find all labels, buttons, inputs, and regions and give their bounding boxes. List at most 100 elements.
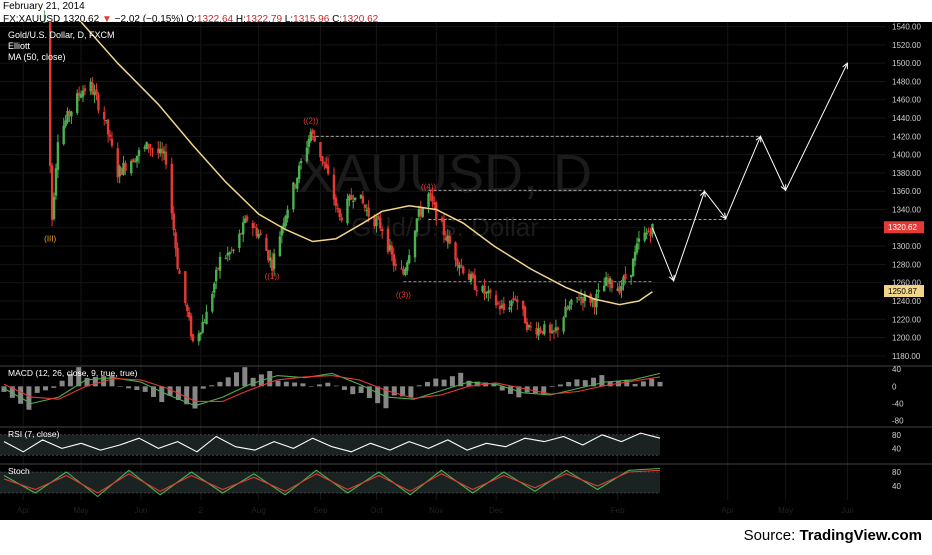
- candle-body: [631, 258, 635, 277]
- candle-body: [110, 138, 114, 146]
- candle-body: [514, 299, 517, 301]
- price-tick-label: 1540.00: [892, 23, 921, 32]
- close-value: 1320.62: [342, 14, 379, 25]
- candle-body: [340, 217, 343, 221]
- candle-body: [124, 162, 127, 171]
- candle-body: [496, 303, 500, 305]
- candle-body: [589, 294, 592, 304]
- candle-body: [350, 195, 353, 200]
- price-tick-label: 1500.00: [892, 59, 921, 68]
- macd-histogram-bar: [325, 382, 331, 387]
- candle-body: [133, 161, 137, 163]
- candle-body: [83, 88, 87, 92]
- indicator-tick-label: 40: [892, 365, 901, 374]
- candle-body: [286, 209, 289, 219]
- candle-body: [442, 220, 446, 236]
- candle-body: [189, 315, 193, 337]
- price-tick-label: 1300.00: [892, 242, 921, 251]
- candle-body: [527, 325, 531, 328]
- candle-body: [203, 322, 206, 324]
- macd-histogram-bar: [657, 381, 663, 387]
- macd-histogram-bar: [300, 383, 306, 387]
- candle-body: [556, 327, 560, 331]
- price-axis[interactable]: 1180.00 1200.00 1220.00 1240.00 1260.00 1280.…: [892, 23, 921, 361]
- wave-label: ((2)): [303, 117, 318, 126]
- candlesticks: [43, 10, 654, 346]
- candle-body: [421, 207, 424, 217]
- candle-body: [462, 266, 465, 274]
- time-tick-label: May: [778, 506, 793, 515]
- candle-body: [242, 222, 245, 235]
- candle-body: [232, 249, 235, 251]
- wave-label: ((4)): [421, 182, 436, 191]
- macd-histogram-bar: [117, 386, 123, 387]
- time-tick-label: 2: [199, 506, 204, 515]
- macd-histogram-bar: [283, 381, 289, 387]
- candle-body: [97, 94, 100, 111]
- candle-body: [564, 306, 567, 318]
- candle-body: [137, 150, 141, 156]
- indicator-series-1: [3, 469, 661, 494]
- macd-histogram-bar: [109, 375, 115, 387]
- candle-body: [325, 163, 328, 169]
- candle-body: [554, 327, 558, 331]
- candle-body: [143, 146, 146, 149]
- price-tick-label: 1440.00: [892, 114, 921, 123]
- time-tick-label: Apr: [17, 506, 30, 515]
- macd-histogram-bar: [466, 380, 472, 387]
- candle-body: [394, 263, 397, 266]
- price-tick-label: 1180.00: [892, 352, 921, 361]
- time-tick-label: Jun: [134, 506, 147, 515]
- candle-body: [404, 268, 407, 276]
- macd-histogram-bar: [184, 386, 190, 405]
- candle-body: [159, 148, 162, 154]
- candle-body: [255, 227, 258, 237]
- candle-body: [363, 204, 367, 208]
- candle-body: [467, 273, 471, 280]
- candle-body: [431, 195, 434, 202]
- candle-body: [305, 147, 309, 162]
- macd-histogram-bar: [424, 381, 430, 387]
- candle-body: [218, 256, 222, 271]
- candle-body: [419, 208, 423, 216]
- candle-body: [79, 94, 83, 98]
- candle-body: [543, 324, 546, 335]
- time-tick-label: Aug: [252, 506, 266, 515]
- candle-body: [575, 297, 579, 299]
- candle-body: [500, 305, 504, 308]
- macd-histogram-bar: [308, 386, 314, 387]
- macd-histogram-bar: [76, 367, 82, 387]
- candle-body: [400, 268, 403, 270]
- time-axis[interactable]: Apr May Jun 2 Aug Sep Oct Nov Dec 2014 Feb Apr May Ju…: [17, 506, 854, 515]
- candle-body: [427, 193, 430, 207]
- macd-histogram-bar: [51, 386, 57, 388]
- pane-band: [0, 434, 660, 456]
- candle-body: [131, 159, 135, 163]
- candle-body: [568, 305, 571, 310]
- candle-body: [413, 230, 417, 258]
- candle-body: [516, 299, 519, 303]
- candle-body: [66, 111, 69, 123]
- candle-body: [282, 223, 285, 228]
- candle-body: [176, 247, 179, 269]
- candle-body: [81, 90, 85, 97]
- candle-body: [388, 245, 392, 251]
- candle-body: [348, 195, 351, 201]
- candle-body: [577, 299, 581, 301]
- down-triangle-icon: ▼: [101, 14, 112, 25]
- candle-body: [406, 262, 409, 271]
- candle-body: [541, 331, 544, 333]
- candle-body: [184, 271, 187, 304]
- candle-body: [307, 138, 311, 147]
- macd-histogram-bar: [59, 380, 65, 387]
- source-credit[interactable]: Source: TradingView.com: [744, 527, 922, 544]
- candle-body: [473, 275, 477, 290]
- projection-arrowhead: [842, 62, 848, 70]
- macd-histogram-bar: [474, 381, 480, 387]
- macd-histogram-bar: [34, 386, 40, 393]
- candle-body: [319, 142, 322, 158]
- candle-body: [326, 165, 330, 174]
- macd-histogram-bar: [242, 367, 248, 387]
- macd-histogram-bar: [632, 383, 638, 387]
